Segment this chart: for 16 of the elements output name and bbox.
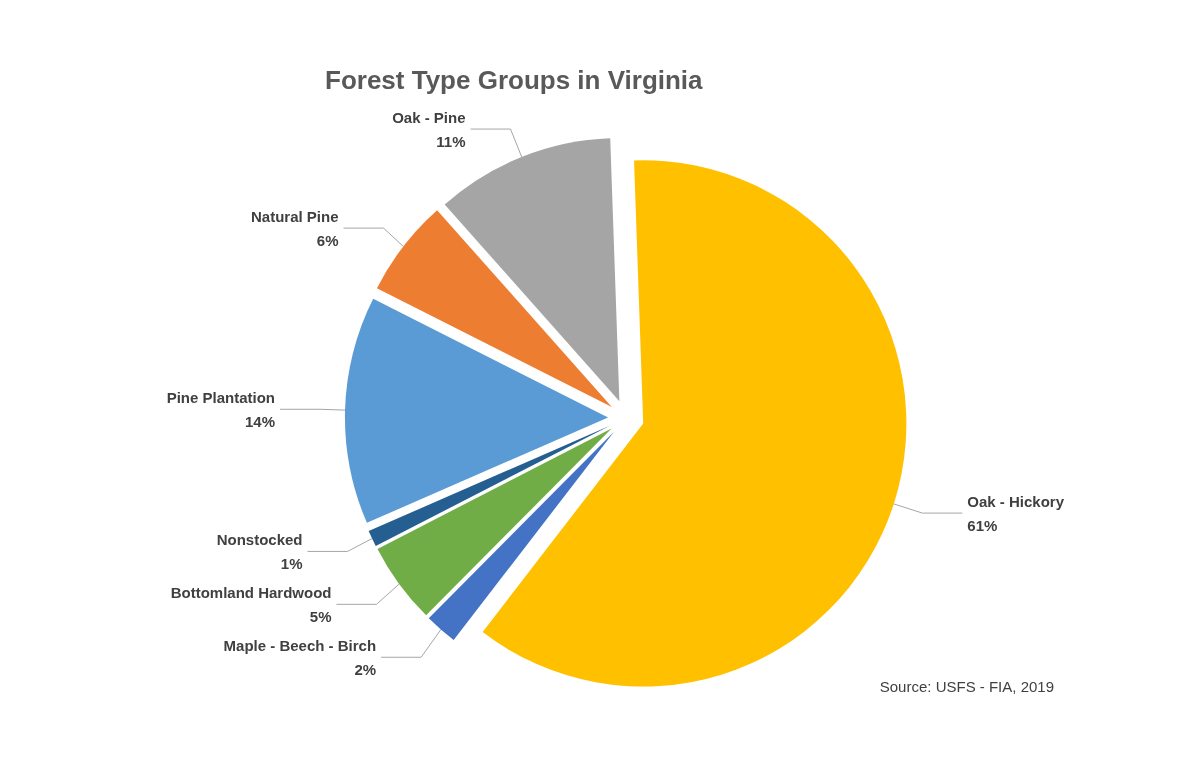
data-label: 11% <box>436 132 466 150</box>
slice-label: Nonstocked <box>216 530 303 548</box>
slice-label: Oak - Hickory <box>967 492 1065 510</box>
source-note: Source: USFS - FIA, 2019 <box>879 678 1055 695</box>
slice-label: Pine Plantation <box>166 388 276 406</box>
slice-label: Natural Pine <box>250 207 339 225</box>
slice-label: Maple - Beech - Birch <box>223 636 377 654</box>
data-label: 2% <box>354 660 377 678</box>
data-label: 1% <box>280 554 303 572</box>
data-label: 61% <box>967 516 998 534</box>
slice-label: Bottomland Hardwood <box>170 583 332 601</box>
data-label: 14% <box>245 412 276 430</box>
chart-title: Forest Type Groups in Virginia <box>325 65 704 95</box>
slice-label: Oak - Pine <box>392 108 466 126</box>
data-label: 5% <box>309 607 332 625</box>
data-label: 6% <box>316 231 339 249</box>
